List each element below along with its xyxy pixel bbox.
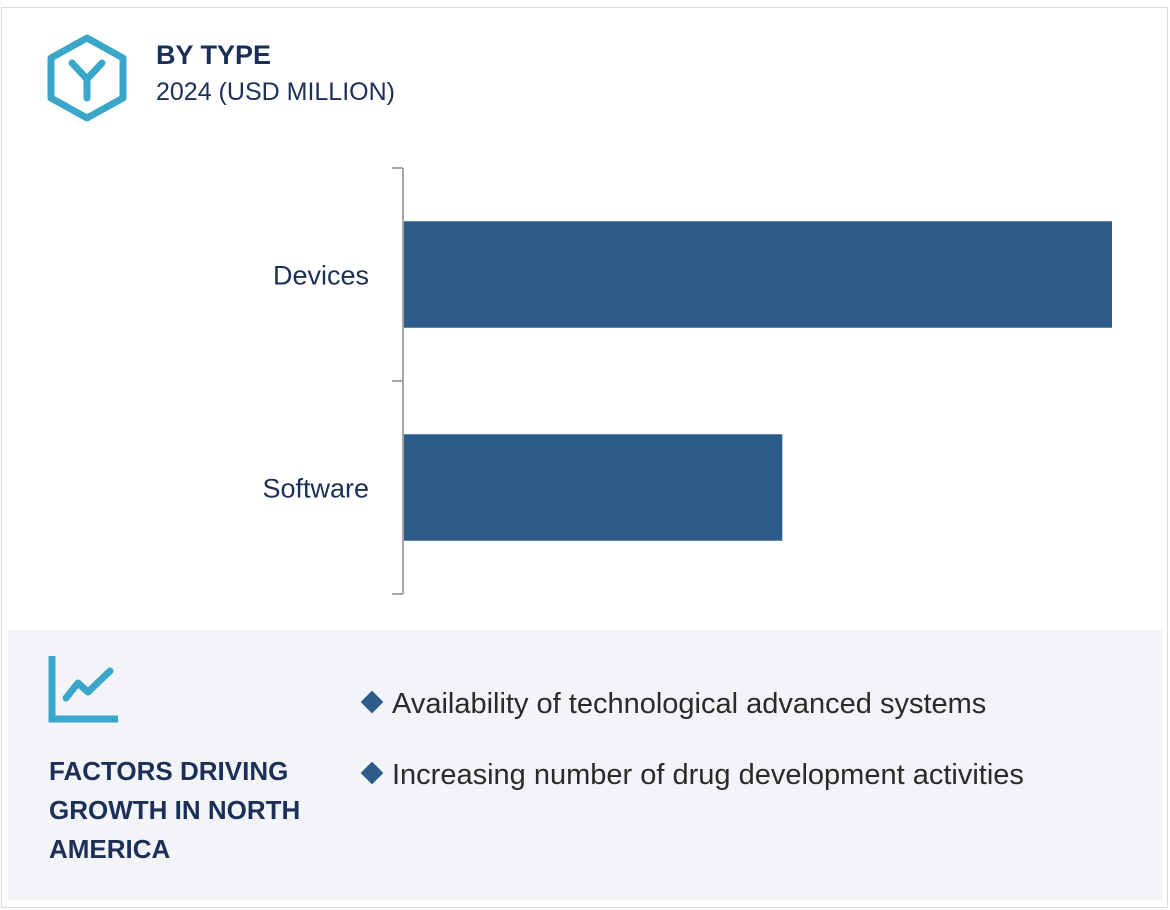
hexagon-y-icon	[47, 34, 127, 122]
trend-chart-icon	[48, 656, 118, 723]
factors-title: FACTORS DRIVING GROWTH IN NORTH AMERICA	[49, 756, 301, 864]
category-label: Software	[262, 474, 369, 504]
factors-panel: FACTORS DRIVING GROWTH IN NORTH AMERICA …	[8, 630, 1162, 900]
factor-text: Availability of technological advanced s…	[392, 688, 987, 720]
bar-devices	[403, 221, 1112, 328]
factor-text: Increasing number of drug development ac…	[392, 759, 1024, 791]
diamond-bullet-icon	[360, 761, 384, 785]
bar-chart: Devices Software	[262, 167, 1112, 595]
bar-software	[403, 434, 783, 541]
category-label: Devices	[273, 261, 369, 291]
chart-title: BY TYPE	[156, 40, 272, 70]
chart-subtitle: 2024 (USD MILLION)	[156, 78, 395, 106]
diamond-bullet-icon	[360, 690, 384, 714]
